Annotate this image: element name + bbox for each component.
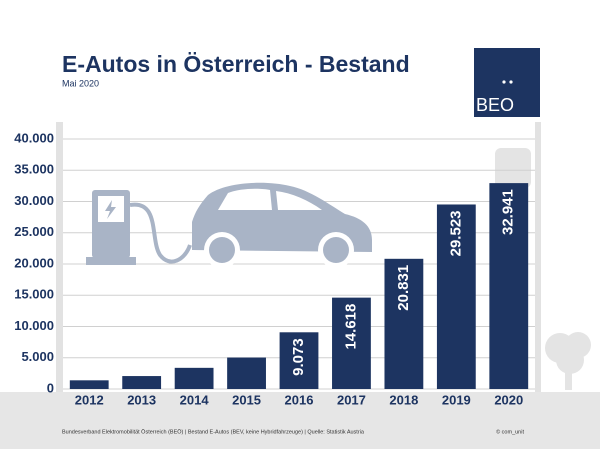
x-tick-label: 2017	[337, 392, 366, 407]
value-label: 9.073	[290, 338, 307, 376]
chart-subtitle: Mai 2020	[62, 78, 99, 88]
ground	[0, 392, 600, 449]
value-label: 29.523	[447, 210, 464, 256]
y-tick-label: 5.000	[21, 349, 54, 364]
y-tick-label: 25.000	[14, 224, 54, 239]
credit: © com_unit	[496, 428, 524, 435]
y-tick-label: 35.000	[14, 162, 54, 177]
y-tick-label: 30.000	[14, 193, 54, 208]
right-panel	[535, 122, 541, 392]
x-tick-label: 2015	[232, 392, 261, 407]
tree	[545, 332, 591, 390]
bar	[332, 297, 371, 389]
logo	[474, 48, 540, 117]
charger-icon	[86, 190, 136, 265]
y-tick-label: 0	[47, 380, 54, 395]
bar	[227, 357, 266, 389]
bar	[174, 367, 214, 389]
bar	[489, 183, 529, 389]
car-icon	[192, 182, 372, 268]
x-tick-label: 2012	[75, 392, 104, 407]
bar	[436, 204, 476, 389]
x-tick-label: 2013	[127, 392, 156, 407]
source-note: Bundesverband Elektromobilität Österreic…	[62, 428, 365, 435]
y-tick-label: 10.000	[14, 318, 54, 333]
value-label: 32.941	[500, 189, 517, 235]
y-tick-label: 15.000	[14, 287, 54, 302]
x-tick-label: 2018	[389, 392, 418, 407]
x-tick-label: 2019	[442, 392, 471, 407]
ghost-bar	[495, 148, 531, 188]
bar	[279, 332, 319, 389]
value-label: 20.831	[395, 265, 412, 311]
x-tick-label: 2014	[180, 392, 210, 407]
logo-dot	[502, 80, 506, 84]
logo-dot	[509, 80, 513, 84]
logo-text: BEO	[476, 95, 514, 115]
value-label: 14.618	[342, 304, 359, 350]
x-tick-label: 2016	[285, 392, 314, 407]
y-tick-label: 40.000	[14, 130, 54, 145]
left-panel	[56, 122, 63, 392]
bar	[122, 376, 162, 389]
x-tick-label: 2020	[494, 392, 523, 407]
y-tick-label: 20.000	[14, 255, 54, 270]
chart-title: E-Autos in Österreich - Bestand	[62, 51, 410, 77]
cable	[129, 202, 192, 264]
bar	[384, 258, 424, 389]
bar	[69, 380, 109, 389]
